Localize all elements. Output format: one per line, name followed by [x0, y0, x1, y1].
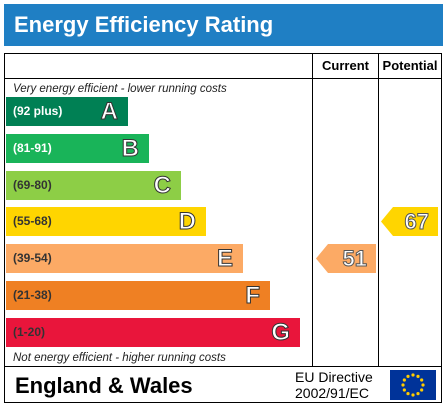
directive-line-2: 2002/91/EC — [295, 385, 369, 401]
column-divider-current — [312, 54, 313, 366]
rating-chart: Current Potential Very energy efficient … — [4, 53, 442, 367]
band-e: (39-54) E — [6, 244, 243, 273]
title-bar: Energy Efficiency Rating — [4, 4, 443, 46]
band-letter: E — [216, 245, 233, 273]
efficient-note: Very energy efficient - lower running co… — [13, 83, 227, 95]
region-label: England & Wales — [15, 373, 193, 398]
band-a: (92 plus) A — [6, 97, 128, 126]
current-rating-arrow: 51 — [316, 244, 376, 273]
header-divider — [5, 78, 441, 79]
band-letter: C — [153, 172, 171, 200]
directive-line-1: EU Directive — [295, 369, 373, 385]
band-letter: D — [178, 208, 196, 236]
band-range-label: (92 plus) — [13, 104, 63, 118]
eu-directive: EU Directive 2002/91/EC — [295, 369, 373, 401]
flag-star — [411, 373, 415, 377]
potential-column-header: Potential — [382, 58, 438, 73]
flag-star — [421, 383, 425, 387]
current-column-header: Current — [322, 58, 369, 73]
flag-star — [420, 378, 424, 382]
flag-star — [406, 374, 410, 378]
flag-star — [416, 392, 420, 396]
band-range-label: (55-68) — [13, 214, 52, 228]
band-range-label: (39-54) — [13, 251, 52, 265]
page-title: Energy Efficiency Rating — [14, 12, 274, 37]
footer: England & Wales EU Directive 2002/91/EC — [4, 367, 442, 403]
flag-star — [416, 374, 420, 378]
band-range-label: (21-38) — [13, 288, 52, 302]
flag-star — [402, 378, 406, 382]
inefficient-note: Not energy efficient - higher running co… — [13, 352, 226, 364]
band-range-label: (1-20) — [13, 325, 46, 339]
band-range-label: (81-91) — [13, 141, 52, 155]
band-b: (81-91) B — [6, 134, 149, 163]
band-letter: F — [245, 282, 261, 310]
band-letter: G — [271, 319, 291, 347]
band-f: (21-38) F — [6, 281, 270, 310]
flag-star — [401, 383, 405, 387]
potential-rating-arrow: 67 — [381, 207, 438, 236]
band-g: (1-20) G — [6, 318, 300, 347]
current-rating-value: 51 — [342, 246, 368, 272]
band-letter: B — [121, 135, 139, 163]
band-letter: A — [100, 98, 118, 126]
potential-rating-value: 67 — [404, 209, 430, 235]
band-range-label: (69-80) — [13, 178, 52, 192]
band-d: (55-68) D — [6, 207, 206, 236]
flag-star — [402, 388, 406, 392]
flag-star — [406, 392, 410, 396]
flag-star — [420, 388, 424, 392]
flag-star — [411, 393, 415, 397]
column-divider-potential — [378, 54, 379, 366]
band-c: (69-80) C — [6, 171, 181, 200]
eu-flag-icon — [390, 370, 436, 400]
